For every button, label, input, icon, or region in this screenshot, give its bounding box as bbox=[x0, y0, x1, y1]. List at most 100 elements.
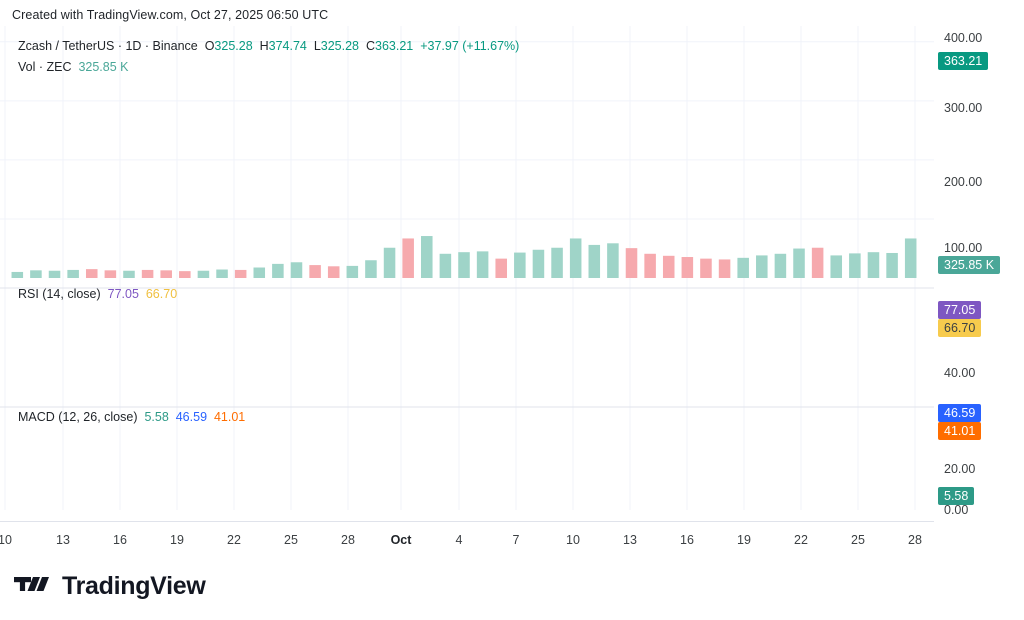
volume-bar bbox=[737, 257, 749, 278]
volume-legend-value: 325.85 K bbox=[78, 60, 129, 74]
main-series-legend[interactable]: Zcash / TetherUS · 1D · Binance O325.28 … bbox=[18, 39, 519, 53]
volume-bar bbox=[327, 266, 340, 278]
time-axis-tick: 25 bbox=[851, 533, 865, 547]
panel-separators bbox=[0, 287, 934, 408]
time-axis-tick: 13 bbox=[623, 533, 637, 547]
macd-line-badge[interactable]: 46.59 bbox=[938, 404, 982, 422]
tradingview-logo-icon bbox=[14, 576, 49, 591]
time-axis-tick: 19 bbox=[737, 533, 751, 547]
volume-bar bbox=[904, 238, 917, 278]
time-axis-tick: 28 bbox=[908, 533, 922, 547]
volume-bar bbox=[272, 263, 284, 278]
volume-bar bbox=[867, 252, 880, 278]
volume-bar bbox=[439, 253, 452, 278]
volume-bar bbox=[886, 252, 898, 278]
last-price-badge[interactable]: 363.21 bbox=[938, 52, 989, 70]
volume-bar bbox=[141, 269, 154, 278]
price-change-value: +37.97 (+11.67%) bbox=[420, 39, 520, 53]
rsi-legend[interactable]: RSI (14, close) 77.05 66.70 bbox=[18, 287, 177, 301]
volume-legend[interactable]: Vol · ZEC 325.85 K bbox=[18, 60, 129, 74]
time-axis-tick: 16 bbox=[680, 533, 694, 547]
time-axis-tick: 25 bbox=[284, 533, 298, 547]
volume-bar bbox=[458, 252, 470, 278]
volume-bar bbox=[793, 248, 805, 278]
volume-bar bbox=[160, 270, 172, 278]
volume-bar bbox=[383, 247, 396, 278]
ohlc-high-value: 374.74 bbox=[268, 39, 307, 53]
rsi-ma-badge[interactable]: 66.70 bbox=[938, 319, 982, 337]
rsi-legend-value: 77.05 bbox=[107, 287, 139, 301]
volume-bar bbox=[11, 271, 24, 278]
price-axis-tick: 100.00 bbox=[944, 241, 983, 255]
volume-bar bbox=[532, 249, 545, 278]
macd-legend-hist-value: 5.58 bbox=[144, 410, 169, 424]
volume-legend-title: Vol · ZEC bbox=[18, 60, 72, 74]
time-axis-tick: 22 bbox=[227, 533, 241, 547]
volume-bar bbox=[607, 243, 619, 278]
time-axis-tick: Oct bbox=[390, 533, 412, 547]
legend-sep-2: · bbox=[141, 39, 153, 53]
time-axis[interactable]: 10 13 16 19 22 25 28 Oct 4 7 10 13 16 19 22 25 28 bbox=[0, 521, 934, 553]
macd-legend[interactable]: MACD (12, 26, close) 5.58 46.59 41.01 bbox=[18, 410, 245, 424]
ohlc-open-label: O bbox=[204, 39, 215, 53]
time-axis-tick: 19 bbox=[170, 533, 184, 547]
volume-bar bbox=[402, 238, 414, 278]
price-axis-tick: 20.00 bbox=[944, 462, 976, 476]
legend-interval: 1D bbox=[125, 39, 142, 53]
tradingview-wordmark: TradingView bbox=[62, 572, 206, 600]
volume-bar bbox=[104, 270, 117, 278]
price-axis-tick: 400.00 bbox=[944, 31, 983, 45]
footer-branding: TradingView bbox=[14, 572, 206, 601]
volume-bar bbox=[569, 238, 582, 278]
time-axis-tick: 13 bbox=[56, 533, 70, 547]
volume-bar bbox=[644, 253, 656, 278]
volume-bar bbox=[551, 247, 563, 278]
volume-bar bbox=[179, 271, 191, 278]
chart-svg bbox=[0, 26, 934, 510]
chart-canvas[interactable] bbox=[0, 26, 934, 521]
price-axis[interactable]: 400.00 300.00 200.00 100.00 40.00 20.00 0.00 36… bbox=[934, 26, 1024, 521]
time-axis-tick: 10 bbox=[0, 533, 12, 547]
volume-bar bbox=[48, 270, 61, 278]
rsi-legend-ma-value: 66.70 bbox=[145, 287, 178, 301]
ohlc-close-label: C bbox=[365, 39, 375, 53]
time-axis-tick: 7 bbox=[512, 533, 520, 547]
legend-exchange: Binance bbox=[152, 39, 198, 53]
volume-bar bbox=[849, 253, 861, 278]
volume-bar bbox=[588, 244, 601, 278]
price-axis-tick: 300.00 bbox=[944, 101, 983, 115]
macd-hist-badge[interactable]: 5.58 bbox=[938, 487, 975, 505]
macd-signal-badge[interactable]: 41.01 bbox=[938, 422, 982, 440]
ohlc-high-label: H bbox=[259, 39, 269, 53]
ohlc-low-label: L bbox=[313, 39, 321, 53]
volume-bar bbox=[718, 259, 731, 278]
volume-bar bbox=[197, 270, 210, 278]
legend-sep-1: · bbox=[114, 39, 126, 53]
volume-bar bbox=[346, 265, 359, 278]
price-axis-tick: 0.00 bbox=[944, 503, 969, 517]
volume-bar bbox=[756, 255, 768, 278]
ohlc-low-value: 325.28 bbox=[320, 39, 360, 53]
volume-bar bbox=[811, 247, 824, 278]
volume-bar bbox=[85, 269, 98, 278]
volume-bar bbox=[309, 265, 321, 278]
macd-legend-signal-value: 41.01 bbox=[213, 410, 246, 424]
volume-bar bbox=[625, 248, 638, 278]
time-axis-tick: 10 bbox=[566, 533, 580, 547]
volume-bar bbox=[421, 236, 433, 278]
volume-bar bbox=[476, 251, 489, 278]
volume-bar bbox=[253, 267, 266, 278]
rsi-value-badge[interactable]: 77.05 bbox=[938, 301, 982, 319]
macd-legend-title: MACD (12, 26, close) bbox=[18, 410, 138, 424]
volume-bar bbox=[234, 269, 247, 278]
volume-bar bbox=[290, 262, 303, 278]
attribution-text: Created with TradingView.com, Oct 27, 20… bbox=[12, 8, 329, 22]
legend-symbol: Zcash / TetherUS bbox=[18, 39, 115, 53]
time-axis-tick: 28 bbox=[341, 533, 355, 547]
rsi-legend-title: RSI (14, close) bbox=[18, 287, 101, 301]
volume-bar bbox=[774, 253, 787, 278]
price-axis-tick: 40.00 bbox=[944, 366, 976, 380]
volume-bar bbox=[681, 257, 694, 278]
volume-badge[interactable]: 325.85 K bbox=[938, 256, 1001, 274]
